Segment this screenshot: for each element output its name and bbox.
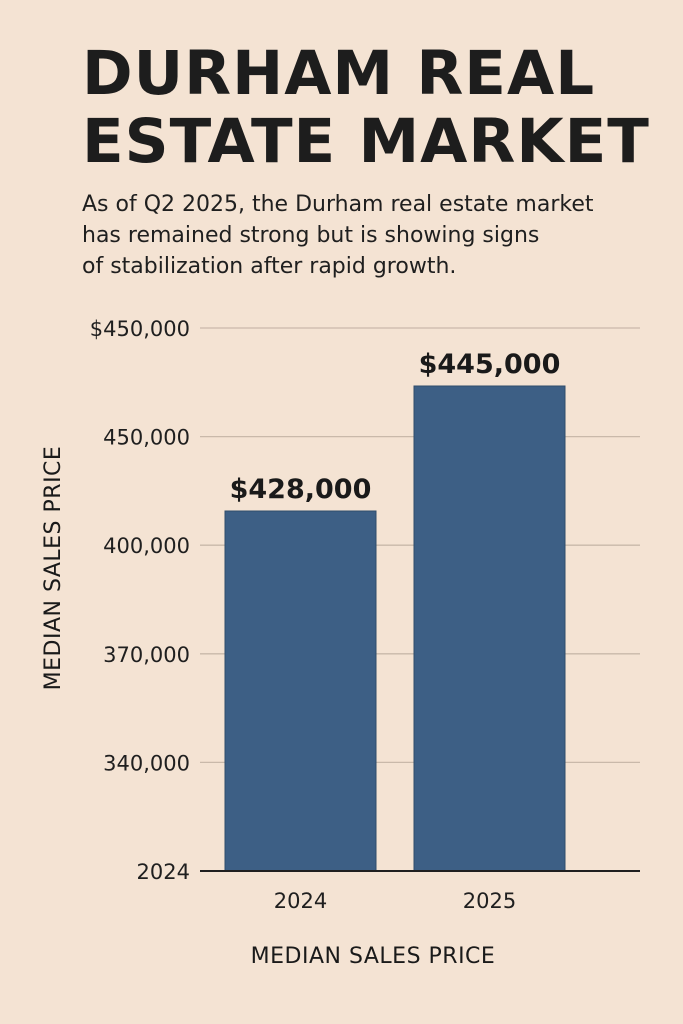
data-label: $445,000: [419, 349, 561, 380]
y-tick-label: 340,000: [103, 751, 190, 775]
y-axis-ticks: 2024 340,000 370,000 400,000 450,000 $450,000: [90, 317, 190, 884]
page-subtitle: As of Q2 2025, the Durham real estate ma…: [82, 189, 642, 282]
y-tick-label: 370,000: [103, 643, 190, 667]
bar-2024: [224, 510, 377, 872]
y-tick-label: 400,000: [103, 534, 190, 558]
y-tick-label: $450,000: [90, 317, 190, 341]
title-line: ESTATE MARKET: [82, 106, 650, 177]
x-axis-ticks: 2024 2025: [274, 889, 516, 913]
x-tick-label: 2025: [463, 889, 516, 913]
title-line: DURHAM REAL: [82, 38, 596, 109]
bars: [224, 385, 566, 872]
y-tick-label: 450,000: [103, 426, 190, 450]
x-tick-label: 2024: [274, 889, 327, 913]
bar-2025: [413, 385, 566, 872]
subtitle-line: As of Q2 2025, the Durham real estate ma…: [82, 192, 594, 217]
y-axis-title: MEDIAN SALES PRICE: [41, 446, 66, 691]
data-labels: $428,000 $445,000: [230, 349, 561, 505]
data-label: $428,000: [230, 474, 372, 505]
page-title: DURHAM REAL ESTATE MARKET: [82, 40, 662, 176]
y-tick-label: 2024: [137, 860, 190, 884]
x-axis-title: MEDIAN SALES PRICE: [251, 944, 496, 969]
subtitle-line: of stabilization after rapid growth.: [82, 254, 457, 279]
subtitle-line: has remained strong but is showing signs: [82, 223, 540, 248]
